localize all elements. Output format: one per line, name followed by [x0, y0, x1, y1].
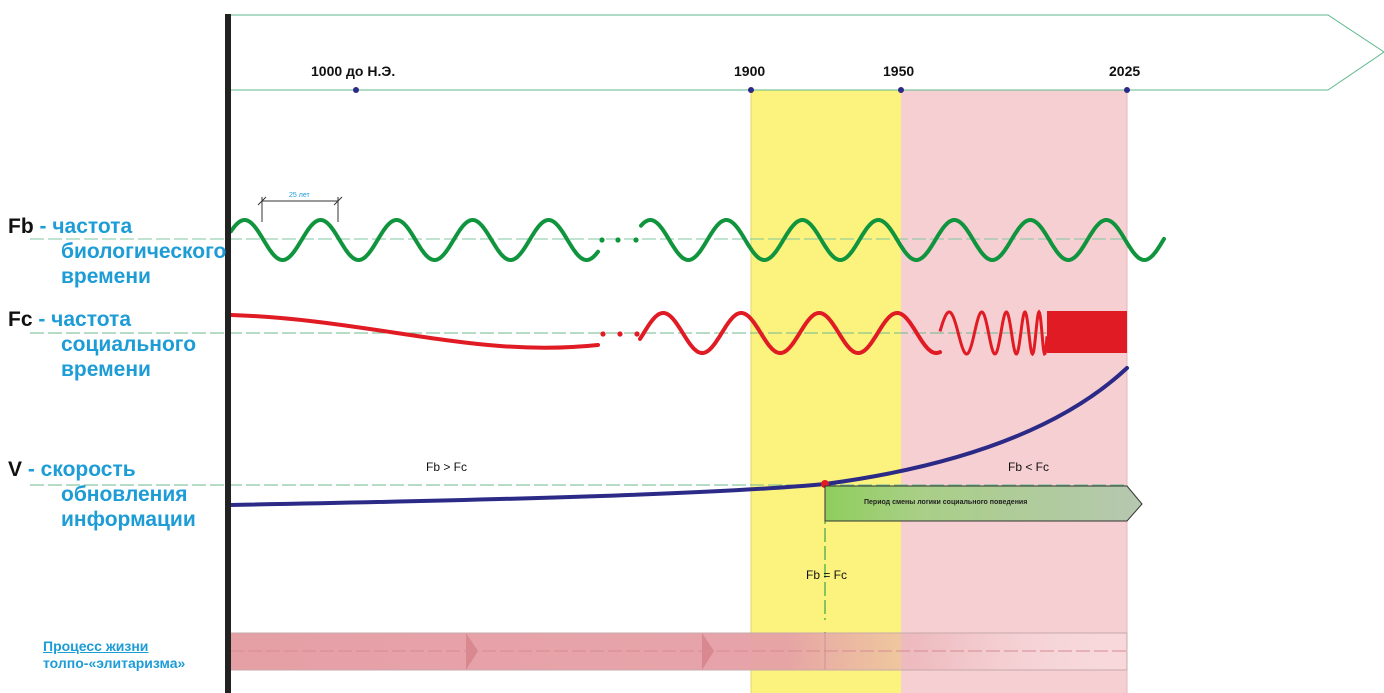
fb-gt-fc-label: Fb > Fc [426, 460, 468, 474]
timeline-dot-1000bc [353, 87, 359, 93]
process-label-line2: толпо-«элитаризма» [43, 655, 186, 671]
v-row-label: V - скорость обновления информации [8, 457, 196, 532]
process-label-line1: Процесс жизни [43, 638, 149, 654]
period-25-marker [257, 196, 343, 222]
timeline-label-1900: 1900 [734, 63, 766, 79]
social-wave-solid [1047, 311, 1127, 353]
logic-change-label: Период смены логики социального поведени… [864, 499, 1028, 506]
fb-eq-fc-label: Fb = Fc [806, 568, 848, 582]
fb-line2: биологического [61, 240, 227, 263]
bio-wave-right [639, 218, 1166, 262]
timeline-arrow [227, 14, 1384, 91]
timeline-label-2025: 2025 [1109, 63, 1141, 79]
social-gap-dot [634, 331, 640, 337]
logic-change-arrow [824, 485, 1143, 522]
process-label: Процесс жизни толпо-«элитаризма» [43, 638, 185, 672]
speed-curve [228, 366, 1129, 507]
fb-symbol: Fb [8, 215, 34, 238]
social-wave-right [638, 311, 942, 355]
fb-line3: времени [61, 265, 151, 288]
fb-row-label: Fb - частота биологического времени [8, 214, 226, 289]
social-wave-left [229, 313, 600, 350]
zone-1900-1950 [751, 90, 901, 693]
fc-line1: - частота [32, 308, 132, 331]
bio-wave-left [229, 218, 600, 262]
social-gap-dot [600, 331, 606, 337]
social-gap-dot [617, 331, 623, 337]
bio-gap-dot [633, 237, 639, 243]
origin-axis [225, 14, 231, 693]
v-line1: - скорость [22, 458, 136, 481]
fc-line2: социального [61, 333, 197, 356]
fb-line1: - частота [33, 215, 133, 238]
fc-line3: времени [61, 358, 151, 381]
v-symbol: V [8, 458, 23, 481]
fb-lt-fc-label: Fb < Fc [1008, 460, 1050, 474]
period-25-label: 25 лет [289, 192, 310, 199]
timeline-dot-1950 [898, 87, 904, 93]
fc-row-label: Fc - частота социального времени [8, 307, 196, 382]
zone-1950-2025 [901, 90, 1127, 693]
timeline-dot-1900 [748, 87, 754, 93]
social-wave-dense [938, 309, 1049, 357]
v-line2: обновления [61, 483, 188, 506]
bio-gap-dot [599, 237, 605, 243]
timeline-label-1000bc: 1000 до Н.Э. [311, 63, 396, 79]
timeline-dot-2025 [1124, 87, 1130, 93]
fc-symbol: Fc [8, 308, 33, 331]
bio-gap-dot [615, 237, 621, 243]
v-line3: информации [61, 508, 196, 531]
timeline-label-1950: 1950 [883, 63, 915, 79]
